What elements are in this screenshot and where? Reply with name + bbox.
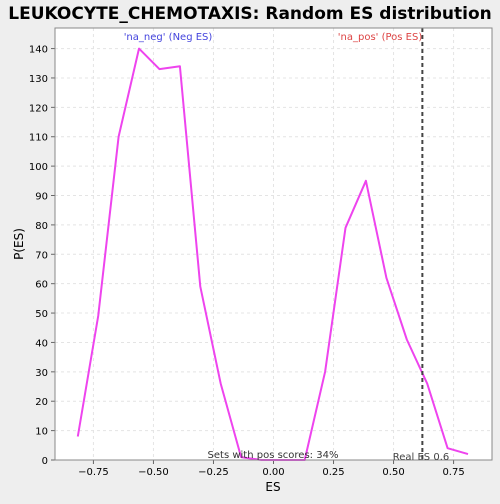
x-tick-label: 0.00 — [262, 467, 284, 478]
x-axis-label: ES — [265, 480, 280, 494]
y-tick-label: 140 — [29, 45, 48, 56]
x-tick-label: −0.25 — [198, 467, 229, 478]
y-tick-label: 20 — [35, 397, 48, 408]
y-tick-label: 110 — [29, 133, 48, 144]
y-tick-label: 90 — [35, 192, 48, 203]
grid — [55, 28, 492, 461]
y-tick-label: 30 — [35, 368, 48, 379]
y-tick-label: 40 — [35, 338, 48, 349]
x-tick-label: 0.50 — [382, 467, 404, 478]
axes: 0 10 20 30 40 50 60 70 80 90 100 110 120 130 140 −0.75 −… — [29, 45, 465, 478]
y-tick-label: 50 — [35, 309, 48, 320]
y-tick-label: 80 — [35, 221, 48, 232]
plot-frame — [54, 27, 493, 461]
real-es-label: Real ES 0.6 — [393, 452, 449, 463]
neg-es-annotation: 'na_neg' (Neg ES) — [124, 32, 213, 43]
y-axis-label: P(ES) — [12, 228, 26, 260]
pos-es-annotation: 'na_pos' (Pos ES) — [338, 32, 423, 43]
chart-title: LEUKOCYTE_CHEMOTAXIS: Random ES distribu… — [8, 4, 492, 24]
x-tick-label: −0.75 — [78, 467, 109, 478]
y-tick-label: 70 — [35, 250, 48, 261]
y-tick-label: 0 — [42, 456, 48, 467]
y-tick-label: 60 — [35, 280, 48, 291]
x-tick-label: 0.25 — [322, 467, 344, 478]
pos-scores-annotation: Sets with pos scores: 34% — [208, 450, 339, 461]
y-tick-label: 10 — [35, 427, 48, 438]
x-tick-label: 0.75 — [442, 467, 464, 478]
x-tick-label: −0.50 — [138, 467, 169, 478]
y-tick-label: 100 — [29, 162, 48, 173]
y-tick-label: 120 — [29, 103, 48, 114]
y-tick-label: 130 — [29, 74, 48, 85]
